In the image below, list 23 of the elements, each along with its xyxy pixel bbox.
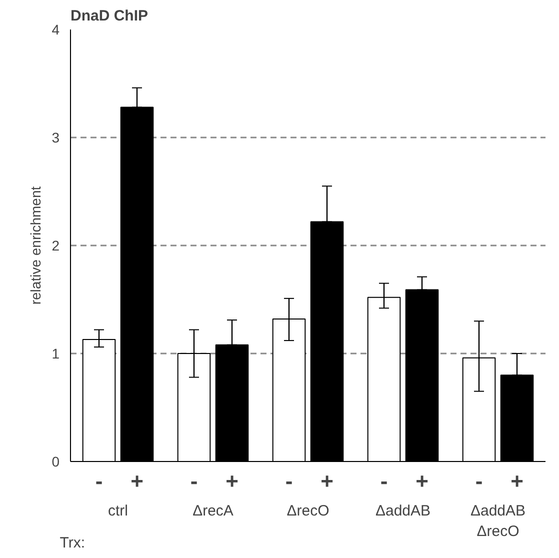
series-label: - xyxy=(95,468,103,494)
text: + xyxy=(226,468,238,494)
x-tick-label: ctrl xyxy=(108,502,128,520)
y-axis-title: relative enrichment xyxy=(28,186,44,305)
x-tick-label: ΔaddAB xyxy=(375,502,431,520)
text: + xyxy=(510,468,524,494)
text: + xyxy=(416,468,428,494)
text: - xyxy=(190,468,198,494)
y-tick-label: 4 xyxy=(52,22,60,38)
series-label: + xyxy=(130,468,144,494)
y-tick-label: 2 xyxy=(52,238,60,254)
x-tick-label: ΔrecO xyxy=(286,502,330,520)
y-tick-label: 3 xyxy=(52,130,60,146)
y-tick-label: 1 xyxy=(52,346,60,362)
text: + xyxy=(320,468,334,494)
text: - xyxy=(475,468,483,494)
x-tick-label: ΔrecA xyxy=(192,502,234,520)
y-tick-label: 0 xyxy=(52,454,60,470)
text: - xyxy=(285,468,293,494)
x-tick-label: ΔaddAB ΔrecO xyxy=(470,502,526,540)
text: Trx: xyxy=(60,534,86,552)
text: - xyxy=(380,468,388,494)
chart-title: DnaD ChIP xyxy=(70,8,148,24)
